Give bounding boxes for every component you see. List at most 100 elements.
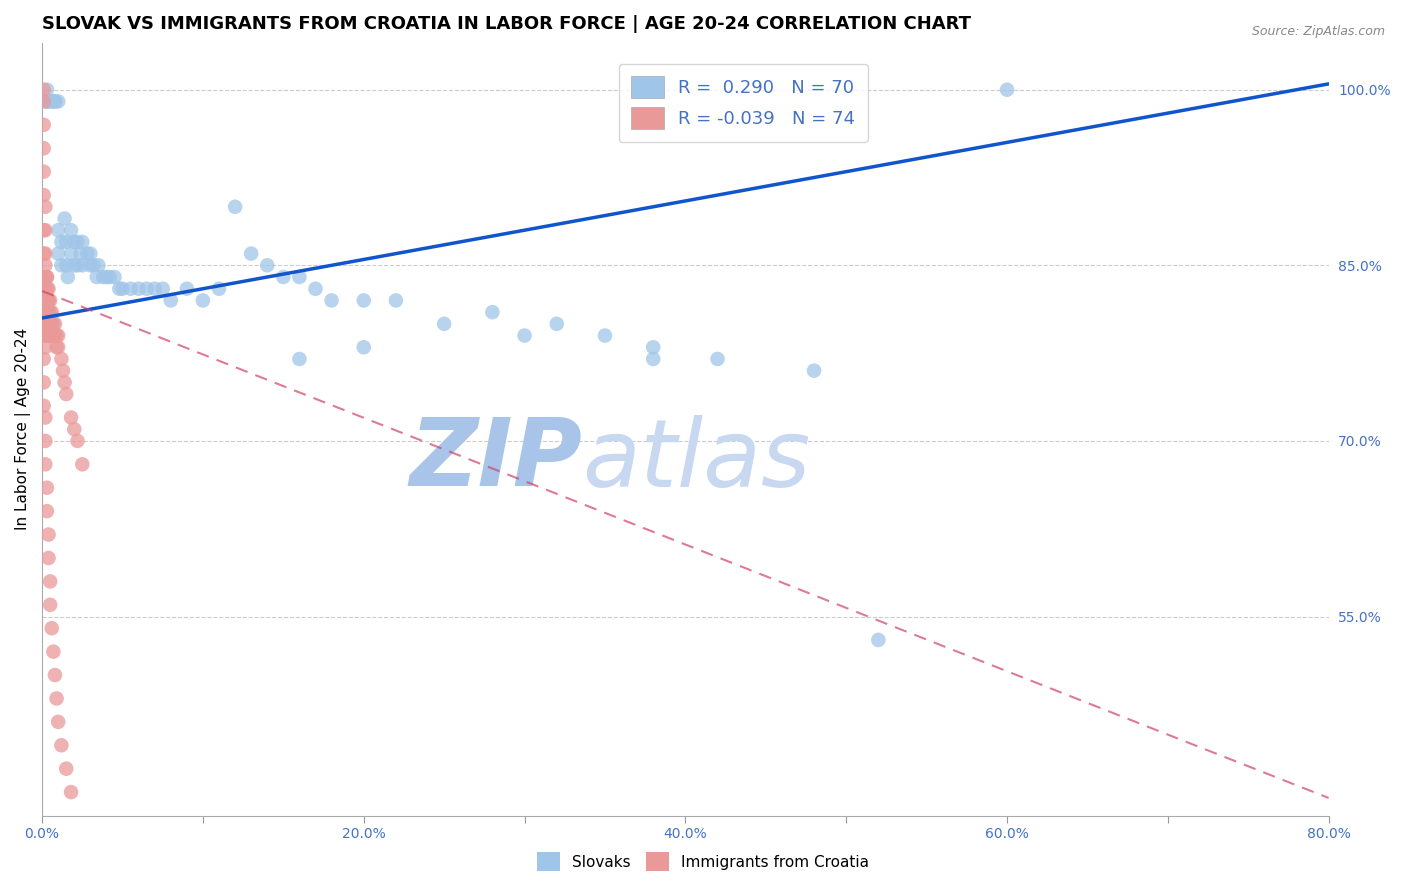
Point [995,83,1018,97]
Point [46,95,69,109]
Point [55,258,77,272]
Point [46,340,69,354]
Point [32,223,55,237]
Point [55,762,77,776]
Point [34,317,56,331]
Point [76,246,98,260]
Point [34,223,56,237]
Point [87,258,110,272]
Point [42,328,65,343]
Point [72,235,94,249]
Point [321,293,343,308]
Point [91,270,114,285]
Y-axis label: In Labor Force | Age 20-24: In Labor Force | Age 20-24 [15,328,31,531]
Point [55,387,77,401]
Point [51,235,73,249]
Text: ZIP: ZIP [409,414,582,506]
Point [45,328,67,343]
Point [433,317,456,331]
Point [191,293,214,308]
Point [128,282,150,296]
Point [44,668,66,682]
Point [32,118,55,132]
Point [34,328,56,343]
Point [66,258,89,272]
Point [34,458,56,472]
Point [32,83,55,97]
Point [32,376,55,390]
Point [39,317,62,331]
Point [143,282,166,296]
Point [38,328,60,343]
Point [60,410,83,425]
Point [385,293,408,308]
Point [52,364,75,378]
Point [51,739,73,753]
Point [46,714,69,729]
Point [56,270,79,285]
Point [593,328,616,343]
Point [35,282,58,296]
Point [288,351,311,366]
Point [44,328,66,343]
Point [643,351,665,366]
Point [273,270,295,285]
Point [353,340,375,354]
Point [79,246,101,260]
Legend: R =  0.290   N = 70, R = -0.039   N = 74: R = 0.290 N = 70, R = -0.039 N = 74 [619,63,868,142]
Point [41,305,63,319]
Point [224,200,246,214]
Point [39,293,62,308]
Point [35,317,58,331]
Point [41,328,63,343]
Point [706,351,728,366]
Point [32,351,55,366]
Point [34,246,56,260]
Point [32,399,55,413]
Point [135,282,157,296]
Point [868,632,890,647]
Point [546,317,568,331]
Point [32,246,55,260]
Point [35,95,58,109]
Point [38,293,60,308]
Point [41,621,63,635]
Point [38,527,60,541]
Point [72,258,94,272]
Point [46,246,69,260]
Point [208,282,231,296]
Point [98,270,121,285]
Point [176,282,198,296]
Point [44,95,66,109]
Point [35,95,58,109]
Point [513,328,536,343]
Point [69,246,91,260]
Point [66,434,89,448]
Point [96,270,118,285]
Point [32,141,55,155]
Point [35,305,58,319]
Point [83,258,105,272]
Point [38,305,60,319]
Point [66,235,89,249]
Point [38,317,60,331]
Point [304,282,326,296]
Point [63,422,86,436]
Point [34,340,56,354]
Point [79,258,101,272]
Point [39,574,62,589]
Point [63,235,86,249]
Point [63,258,86,272]
Point [55,235,77,249]
Point [51,351,73,366]
Point [60,223,83,237]
Point [72,458,94,472]
Point [481,305,503,319]
Point [46,223,69,237]
Point [288,270,311,285]
Point [643,340,665,354]
Point [152,282,174,296]
Point [42,645,65,659]
Point [35,95,58,109]
Point [46,328,69,343]
